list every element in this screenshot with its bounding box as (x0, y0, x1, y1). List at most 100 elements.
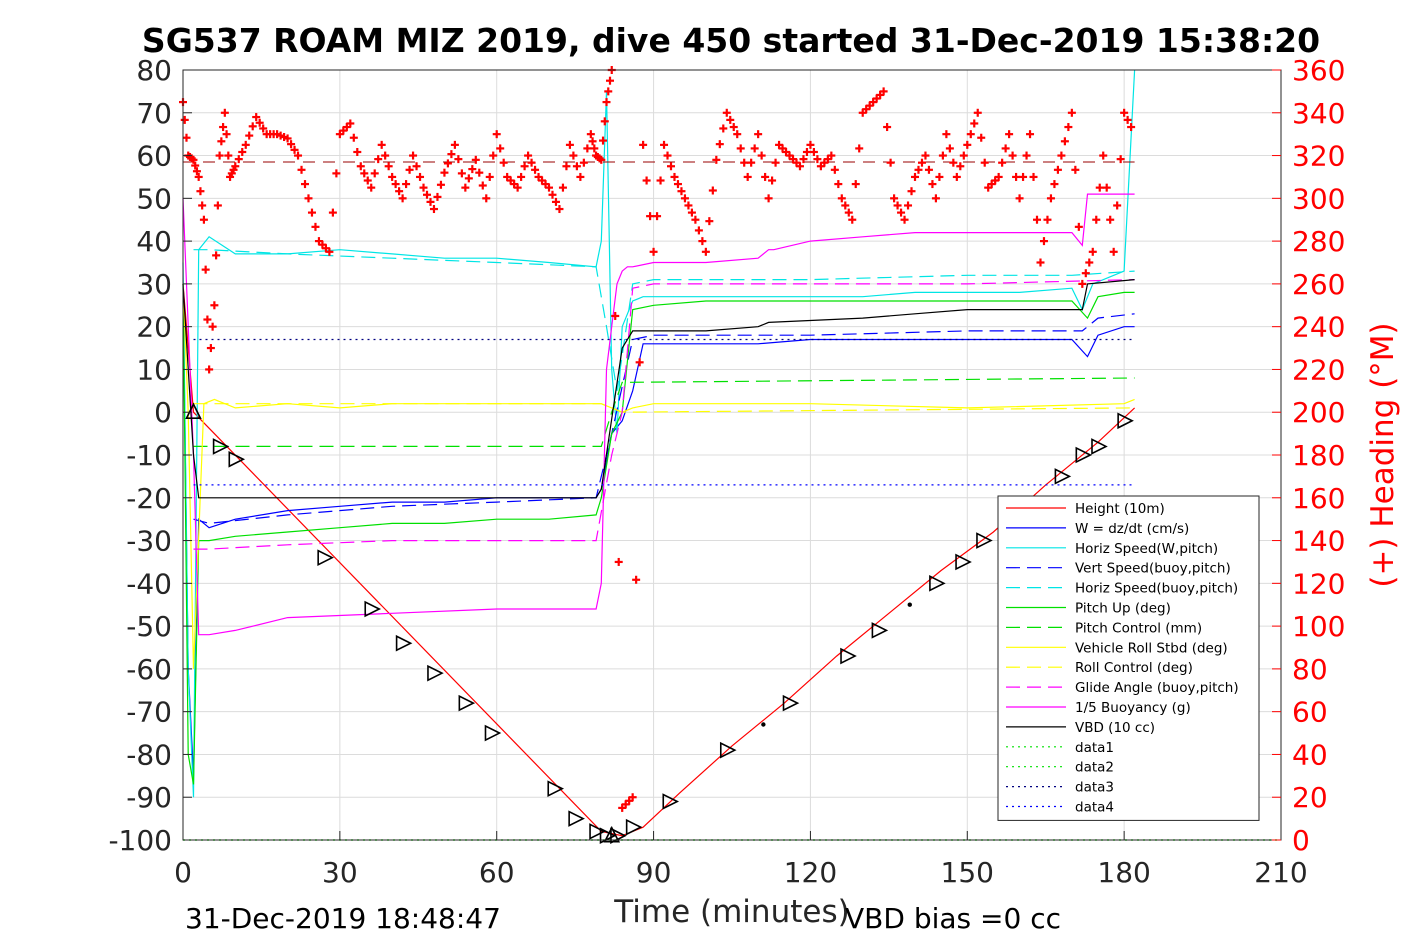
y2-tick-label: 360 (1292, 54, 1345, 87)
heading-point (426, 197, 435, 206)
triangle-right-marker (458, 694, 476, 712)
heading-point (443, 159, 452, 168)
heading-point (520, 162, 529, 171)
heading-point (1099, 151, 1108, 160)
y2-tick-label: 320 (1292, 140, 1345, 173)
heading-point (1033, 215, 1041, 224)
heading-point (600, 117, 609, 126)
legend-entry: Horiz Speed(buoy,pitch) (1006, 581, 1238, 597)
heading-point (398, 194, 407, 203)
heading-point (963, 140, 972, 149)
heading-point (670, 172, 679, 181)
heading-point (489, 151, 498, 160)
y-tick-label: -70 (126, 696, 172, 729)
heading-point (952, 172, 961, 181)
heading-point (848, 215, 857, 224)
y-tick-label: -20 (126, 482, 172, 515)
heading-point (897, 208, 906, 217)
heading-point (827, 151, 836, 160)
triangle-right-marker (719, 741, 737, 759)
y-tick-label: 80 (136, 54, 172, 87)
heading-point (1081, 269, 1090, 278)
heading-point (1071, 165, 1080, 174)
heading-point (893, 201, 902, 210)
heading-point (1060, 137, 1069, 146)
heading-point (764, 194, 773, 203)
y2-tick-label: 240 (1292, 311, 1345, 344)
heading-point (206, 344, 215, 353)
y-tick-label: -10 (126, 439, 172, 472)
heading-point (1036, 258, 1045, 267)
series-line-1-5-buoyancy-g (182, 193, 1135, 636)
heading-point (649, 247, 658, 256)
heading-point (1092, 215, 1101, 224)
triangle-right-marker (840, 647, 857, 665)
heading-point (977, 133, 986, 142)
heading-point (579, 158, 588, 167)
heading-point (461, 183, 470, 192)
y-tick-label: -100 (108, 824, 172, 857)
heading-point (224, 151, 233, 160)
heading-point (747, 158, 756, 167)
heading-point (304, 194, 313, 203)
heading-point (245, 131, 254, 140)
heading-point (799, 155, 808, 164)
heading-point (213, 201, 222, 210)
triangle-right-marker (976, 532, 993, 549)
heading-point (475, 168, 484, 177)
legend-label: VBD (10 cc) (1075, 720, 1155, 736)
legend-entry: W = dz/dt (cm/s) (1006, 521, 1189, 537)
heading-point (405, 165, 414, 174)
heading-point (771, 158, 780, 167)
dot-marker (907, 602, 912, 607)
y2-tick-label: 0 (1292, 824, 1310, 857)
heading-point (210, 301, 219, 310)
heading-point (705, 217, 714, 226)
heading-point (222, 130, 231, 139)
heading-point (914, 165, 923, 174)
y2-tick-label: 180 (1292, 439, 1345, 472)
heading-point (409, 151, 418, 160)
legend-entry: Height (10m) (1006, 501, 1165, 517)
heading-point (468, 165, 477, 174)
triangle-right-marker (625, 818, 643, 836)
heading-point (931, 194, 940, 203)
heading-point (628, 793, 637, 802)
y-tick-label: 70 (136, 97, 172, 130)
y-tick-label: 20 (136, 311, 172, 344)
heading-point (447, 150, 456, 159)
heading-point (363, 176, 372, 185)
heading-point (1109, 247, 1118, 256)
y2-tick-label: 280 (1292, 225, 1345, 258)
heading-point (215, 151, 224, 160)
heading-point (1046, 194, 1055, 203)
heading-point (416, 172, 425, 181)
heading-point (942, 130, 951, 139)
legend-box (997, 495, 1260, 821)
heading-point (182, 133, 191, 142)
heading-point (1008, 151, 1017, 160)
heading-point (433, 192, 442, 201)
heading-point (701, 247, 710, 256)
heading-point (464, 174, 473, 183)
y-tick-label: 30 (136, 268, 172, 301)
legend-label: Vert Speed(buoy,pitch) (1075, 561, 1231, 577)
y-tick-label: 0 (154, 396, 172, 429)
heading-point (307, 208, 316, 217)
heading-point (367, 183, 376, 192)
y-tick-label: 50 (136, 182, 172, 215)
heading-point (754, 130, 763, 139)
heading-point (332, 169, 341, 178)
y2-tick-label: 300 (1292, 182, 1345, 215)
heading-point (998, 158, 1007, 167)
heading-point (743, 172, 752, 181)
heading-point (1057, 151, 1066, 160)
y2-tick-label: 160 (1292, 482, 1345, 515)
heading-point (360, 169, 369, 178)
heading-point (248, 122, 257, 131)
y-tick-label: -40 (126, 567, 172, 600)
heading-point (736, 144, 745, 153)
heading-point (1012, 172, 1021, 181)
heading-point (1064, 123, 1073, 132)
heading-point (192, 167, 201, 176)
